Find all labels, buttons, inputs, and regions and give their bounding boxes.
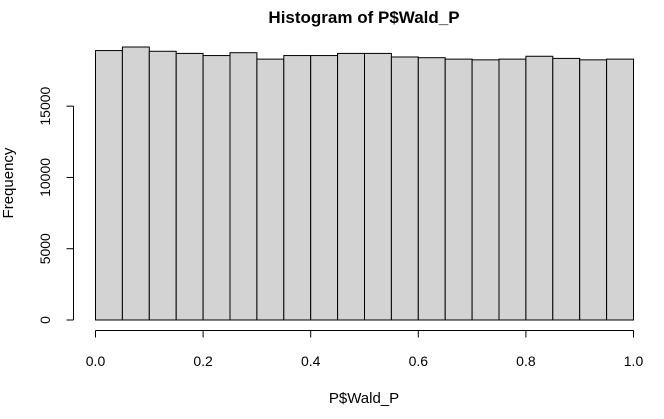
x-axis: 0.0 0.2 0.4 0.6 0.8 1.0 bbox=[86, 330, 644, 369]
histogram-bar bbox=[148, 50, 177, 321]
y-tick-label: 10000 bbox=[37, 158, 53, 197]
y-tick-label: 5000 bbox=[37, 233, 53, 264]
y-axis: 0 5000 10000 15000 bbox=[37, 86, 74, 324]
histogram-bar bbox=[364, 52, 392, 321]
histogram-bar bbox=[95, 50, 123, 321]
y-axis-label: Frequency bbox=[0, 147, 17, 218]
x-tick-label: 0.2 bbox=[193, 353, 213, 369]
histogram-bar bbox=[121, 46, 150, 321]
histogram-bar bbox=[175, 52, 204, 321]
histogram-bar bbox=[579, 59, 608, 321]
histogram-bar bbox=[552, 57, 581, 321]
histogram-bar bbox=[310, 55, 339, 321]
bars-group bbox=[95, 46, 634, 321]
x-tick-label: 0.0 bbox=[86, 353, 106, 369]
histogram-bar bbox=[229, 52, 258, 321]
x-tick-label: 0.8 bbox=[516, 353, 536, 369]
histogram-bar bbox=[256, 58, 285, 321]
histogram-bar bbox=[606, 58, 634, 321]
histogram-bar bbox=[417, 57, 446, 321]
histogram-bar bbox=[202, 55, 231, 321]
y-tick-label: 15000 bbox=[37, 86, 53, 125]
y-tick-label: 0 bbox=[37, 316, 53, 324]
histogram-bar bbox=[283, 55, 312, 321]
chart-title: Histogram of P$Wald_P bbox=[268, 8, 459, 27]
histogram-bar bbox=[390, 56, 419, 321]
x-tick-label: 0.4 bbox=[301, 353, 321, 369]
histogram-bar bbox=[337, 52, 366, 321]
histogram-bar bbox=[471, 59, 500, 321]
x-tick-label: 0.6 bbox=[409, 353, 429, 369]
x-tick-label: 1.0 bbox=[624, 353, 644, 369]
x-axis-label: P$Wald_P bbox=[329, 390, 399, 407]
histogram-bar bbox=[498, 58, 527, 321]
histogram-bar bbox=[525, 55, 554, 321]
histogram-bar bbox=[444, 58, 473, 321]
